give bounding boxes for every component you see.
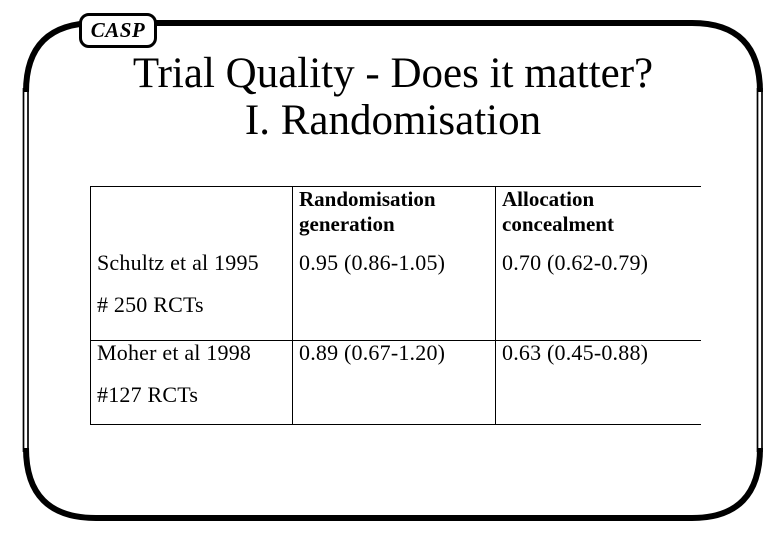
results-table: Randomisation generation Allocation conc… xyxy=(90,186,701,425)
study-sample-size: # 250 RCTs xyxy=(97,291,204,317)
header-allocation-line: Allocation xyxy=(502,187,595,211)
frame-top-edge xyxy=(23,20,763,93)
header-generation-line: generation xyxy=(299,212,395,236)
table-row: Schultz et al 1995 # 250 RCTs 0.95 (0.86… xyxy=(90,249,701,341)
header-study-cell xyxy=(90,186,293,251)
title-line-1: Trial Quality - Does it matter? xyxy=(132,50,654,97)
casp-logo-badge: CASP xyxy=(79,13,157,48)
title-line-2: I. Randomisation xyxy=(244,97,542,144)
randomisation-generation-value: 0.95 (0.86-1.05) xyxy=(292,250,496,341)
frame-bottom-edge xyxy=(23,447,763,521)
table-row: Moher et al 1998 #127 RCTs 0.89 (0.67-1.… xyxy=(90,340,701,425)
study-cell: Schultz et al 1995 # 250 RCTs xyxy=(90,249,293,341)
randomisation-generation-value: 0.89 (0.67-1.20) xyxy=(292,340,496,425)
slide-title: Trial Quality - Does it matter? I. Rando… xyxy=(6,50,780,144)
study-name: Schultz et al 1995 xyxy=(97,249,259,275)
table-header-row: Randomisation generation Allocation conc… xyxy=(90,186,701,251)
header-allocation-concealment-cell: Allocation concealment xyxy=(495,186,701,251)
header-randomisation-line: Randomisation xyxy=(299,187,436,211)
allocation-concealment-value: 0.70 (0.62-0.79) xyxy=(495,250,701,341)
header-concealment-line: concealment xyxy=(502,212,614,236)
header-randomisation-generation-cell: Randomisation generation xyxy=(292,186,496,251)
study-cell: Moher et al 1998 #127 RCTs xyxy=(90,340,293,425)
study-sample-size: #127 RCTs xyxy=(97,382,199,407)
study-name: Moher et al 1998 xyxy=(97,340,252,365)
allocation-concealment-value: 0.63 (0.45-0.88) xyxy=(495,340,701,425)
